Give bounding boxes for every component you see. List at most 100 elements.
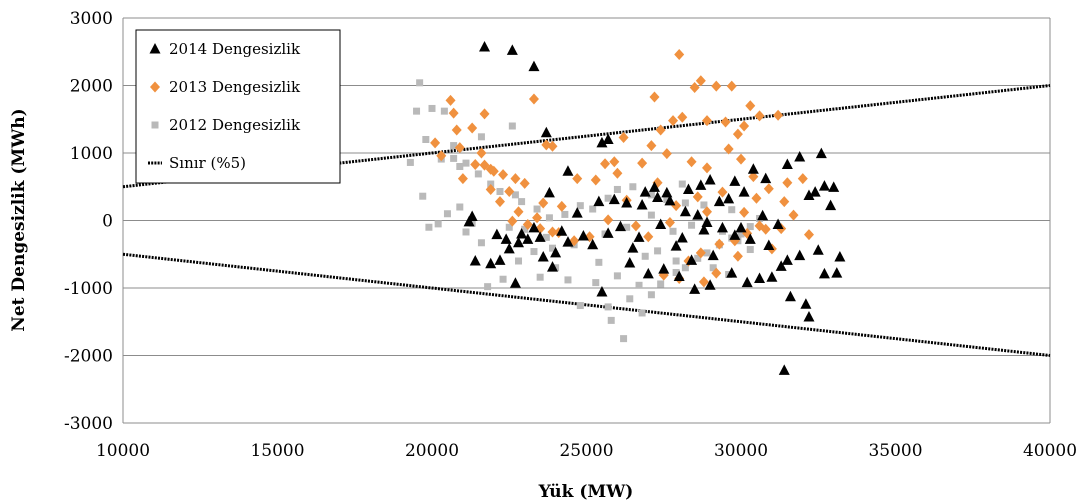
data-point: [773, 109, 784, 121]
legend-label: Sınır (%5): [169, 154, 246, 172]
data-point: [711, 80, 722, 92]
data-point: [679, 205, 691, 217]
data-point: [738, 186, 750, 197]
data-point: [508, 122, 516, 130]
data-point: [521, 225, 529, 233]
data-point: [491, 228, 503, 240]
data-point: [638, 309, 646, 317]
data-point: [576, 302, 584, 310]
data-point: [528, 60, 540, 72]
data-point: [484, 283, 492, 291]
data-point: [716, 221, 728, 233]
data-point: [511, 191, 519, 199]
data-point: [470, 158, 481, 170]
legend-label: 2013 Dengesizlik: [169, 78, 301, 96]
data-point: [515, 257, 523, 265]
data-point: [513, 206, 524, 218]
data-point: [649, 91, 660, 103]
data-point: [648, 181, 660, 192]
data-point: [664, 217, 675, 229]
data-point: [797, 173, 808, 185]
x-tick-label: 30000: [714, 441, 768, 461]
data-point: [713, 195, 725, 207]
data-point: [760, 172, 772, 184]
data-point: [496, 187, 504, 195]
data-point: [500, 233, 512, 244]
data-point: [602, 227, 614, 238]
data-point: [413, 107, 421, 115]
x-tick-label: 40000: [1023, 441, 1077, 461]
data-point: [547, 261, 559, 272]
data-point: [703, 249, 711, 257]
data-point: [576, 202, 584, 210]
data-point: [704, 174, 716, 185]
data-point: [602, 133, 614, 144]
data-point: [695, 247, 706, 259]
data-point: [647, 191, 655, 199]
data-point: [809, 186, 821, 197]
data-point: [608, 193, 620, 205]
data-point: [600, 158, 611, 170]
data-point: [748, 171, 759, 183]
data-point: [595, 258, 603, 266]
data-point: [636, 198, 648, 210]
data-point: [818, 267, 830, 279]
data-point: [728, 206, 736, 214]
data-point: [457, 173, 468, 185]
data-point: [462, 228, 470, 236]
data-point: [729, 175, 741, 186]
data-point: [422, 136, 430, 143]
data-point: [485, 183, 496, 195]
data-point: [494, 254, 506, 265]
data-point: [754, 272, 766, 284]
data-point: [746, 223, 754, 231]
legend-marker: [151, 121, 159, 129]
data-point: [778, 364, 790, 375]
data-point: [689, 283, 701, 294]
data-point: [513, 236, 525, 248]
data-point: [746, 246, 754, 254]
data-point: [657, 280, 665, 288]
data-point: [467, 122, 478, 134]
data-point: [681, 199, 689, 207]
data-point: [694, 254, 702, 262]
data-point: [562, 165, 574, 176]
y-tick-label: 2000: [70, 77, 113, 97]
data-point: [670, 240, 682, 251]
data-point: [612, 167, 623, 179]
data-point: [406, 158, 414, 166]
data-point: [436, 150, 447, 162]
data-point: [456, 203, 464, 211]
data-point: [528, 93, 539, 105]
data-point: [711, 267, 722, 279]
data-point: [720, 116, 731, 128]
data-point: [538, 197, 549, 209]
data-point: [503, 242, 515, 254]
data-point: [534, 231, 546, 242]
data-point: [726, 267, 738, 278]
data-point: [541, 139, 552, 151]
data-point: [623, 223, 631, 231]
data-point: [672, 257, 680, 265]
data-point: [550, 246, 562, 258]
data-point: [589, 205, 597, 213]
data-point: [676, 232, 688, 243]
data-point: [522, 233, 534, 244]
data-point: [781, 254, 793, 265]
data-point: [803, 229, 814, 241]
legend-label: 2012 Dengesizlik: [169, 116, 301, 134]
data-point: [654, 247, 662, 255]
legend-marker: [150, 81, 160, 93]
data-point: [754, 110, 765, 122]
data-point: [701, 216, 713, 228]
data-point: [643, 231, 654, 243]
data-point: [434, 220, 442, 228]
data-point: [540, 126, 552, 138]
data-point: [528, 221, 540, 233]
data-point: [834, 250, 846, 262]
x-tick-label: 10000: [96, 441, 150, 461]
data-point: [702, 115, 713, 127]
data-point: [794, 249, 806, 261]
data-point: [655, 218, 667, 230]
